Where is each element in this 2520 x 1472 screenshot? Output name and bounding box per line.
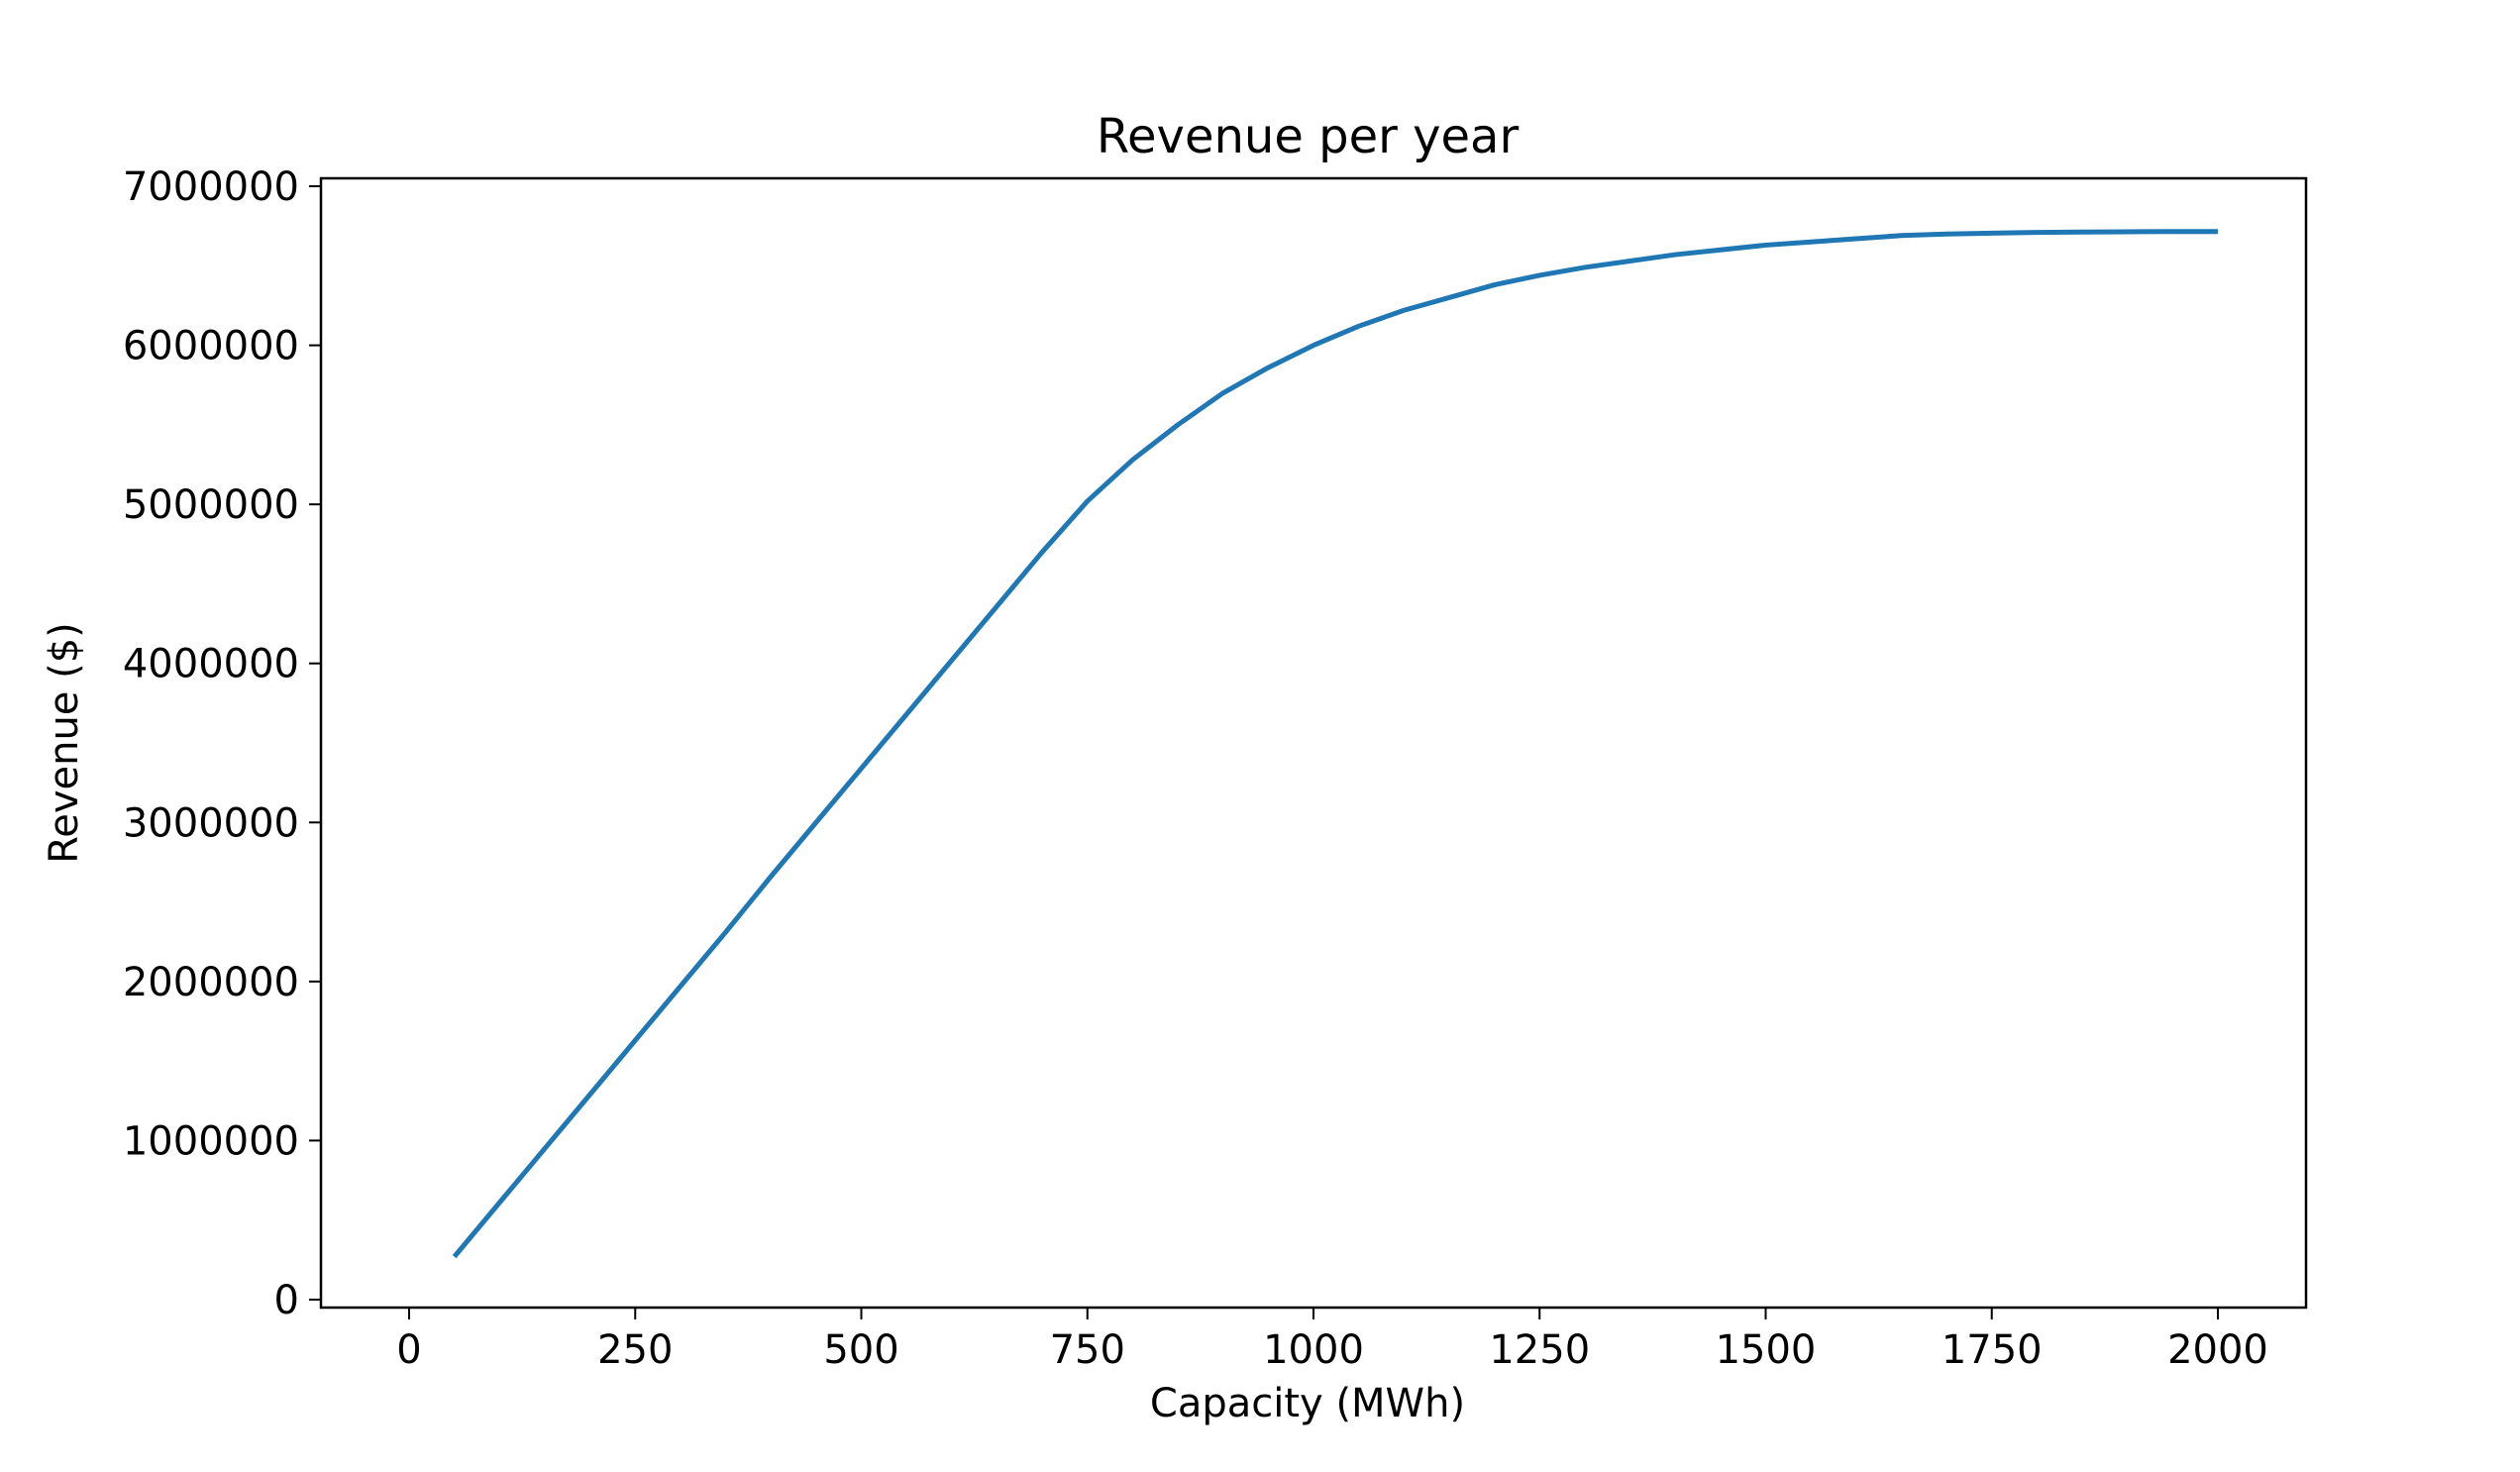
x-tick-label: 250 [597,1327,673,1373]
chart-title: Revenue per year [1097,109,1520,164]
series-layer [452,229,2218,1259]
x-tick-label: 0 [396,1327,421,1373]
y-tick-label: 4000000 [123,642,299,687]
y-tick-label: 1000000 [123,1118,299,1164]
y-axis: 0 1000000 2000000 3000000 4000000 5000000 6000… [123,164,321,1323]
x-tick-label: 500 [823,1327,898,1373]
x-tick-label: 1500 [1716,1327,1817,1373]
y-axis-label: Revenue ($) [42,622,87,864]
y-tick-label: 3000000 [123,800,299,846]
x-axis-label: Capacity (MWh) [1150,1381,1465,1426]
x-tick-label: 1250 [1489,1327,1590,1373]
x-tick-label: 1750 [1942,1327,2043,1373]
plot-area: 0 250 500 750 1000 1250 1500 1750 2000 0 1000000 2… [123,164,2308,1373]
y-tick-label: 0 [274,1278,299,1323]
x-tick-label: 1000 [1263,1327,1364,1373]
x-tick-label: 2000 [2167,1327,2268,1373]
y-tick-label: 5000000 [123,482,299,528]
y-tick-label: 6000000 [123,324,299,369]
y-tick-label: 7000000 [123,164,299,210]
y-tick-label: 2000000 [123,960,299,1005]
x-tick-label: 750 [1050,1327,1125,1373]
x-axis: 0 250 500 750 1000 1250 1500 1750 2000 [396,1308,2268,1373]
series-line-0 [452,229,2218,1259]
